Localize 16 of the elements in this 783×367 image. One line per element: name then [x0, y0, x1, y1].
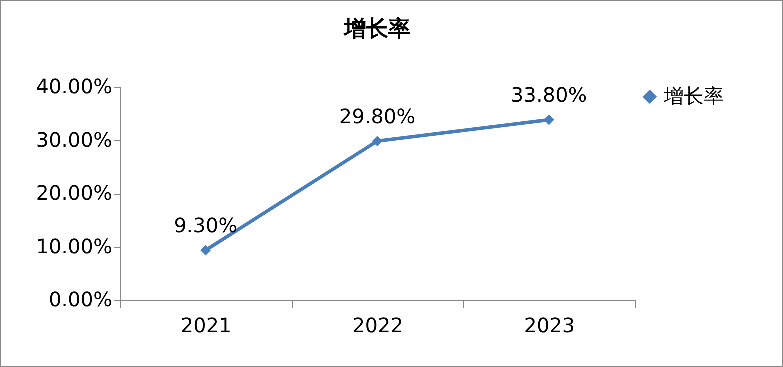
y-tick-label: 30.00% — [36, 128, 112, 152]
text: 29.80% — [339, 104, 416, 128]
chart-title: 增长率 — [344, 16, 410, 42]
point — [200, 245, 212, 256]
text: 9.30% — [174, 213, 238, 238]
y-tick-label: 20.00% — [36, 181, 112, 205]
y-tick-label: 0.00% — [48, 288, 112, 312]
point — [372, 136, 383, 147]
legend-label: 增长率 — [663, 84, 724, 108]
x-tick-label: 2021 — [180, 314, 232, 338]
y-tick-label: 40.00% — [36, 74, 112, 98]
text: 33.80% — [511, 83, 588, 108]
x-tick-label: 2023 — [524, 314, 576, 338]
y-tick-label: 10.00% — [36, 234, 112, 258]
point — [544, 114, 554, 126]
x-tick-label: 2022 — [352, 314, 404, 338]
